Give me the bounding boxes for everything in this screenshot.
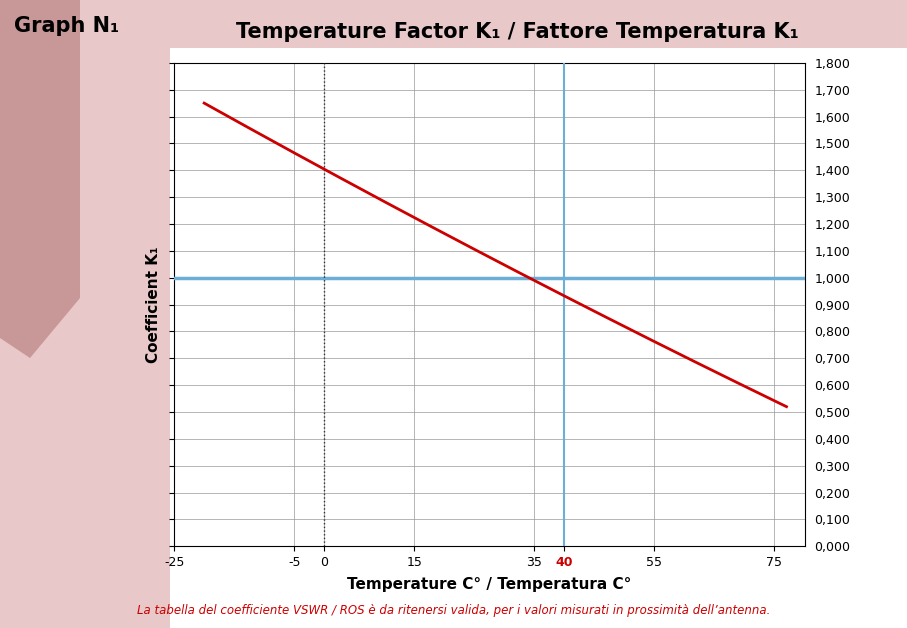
Text: Temperature Factor K₁ / Fattore Temperatura K₁: Temperature Factor K₁ / Fattore Temperat… bbox=[236, 22, 798, 42]
Text: Graph N₁: Graph N₁ bbox=[14, 16, 119, 36]
Polygon shape bbox=[0, 233, 170, 628]
Text: La tabella del coefficiente VSWR / ROS è da ritenersi valida, per i valori misur: La tabella del coefficiente VSWR / ROS è… bbox=[137, 604, 770, 617]
Polygon shape bbox=[0, 0, 80, 628]
X-axis label: Temperature C° / Temperatura C°: Temperature C° / Temperatura C° bbox=[347, 577, 631, 592]
Y-axis label: Coefficient K₁: Coefficient K₁ bbox=[146, 246, 161, 363]
